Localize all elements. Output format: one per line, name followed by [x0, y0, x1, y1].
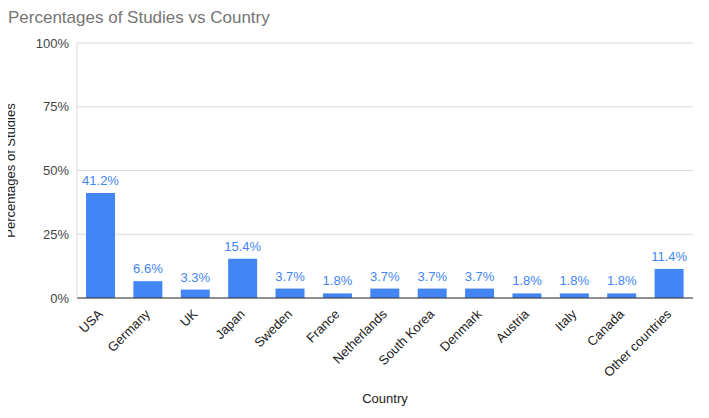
svg-text:11.4%: 11.4% — [651, 249, 687, 264]
svg-text:Other countries: Other countries — [601, 306, 675, 380]
svg-text:Japan: Japan — [212, 306, 248, 342]
svg-text:Canada: Canada — [584, 306, 627, 349]
svg-text:6.6%: 6.6% — [133, 261, 163, 276]
svg-text:41.2%: 41.2% — [82, 173, 119, 188]
svg-text:Sweden: Sweden — [251, 306, 295, 350]
svg-text:3.7%: 3.7% — [465, 269, 495, 284]
svg-text:3.7%: 3.7% — [417, 269, 447, 284]
svg-text:Italy: Italy — [552, 306, 580, 334]
svg-text:UK: UK — [177, 306, 201, 330]
svg-text:1.8%: 1.8% — [560, 273, 590, 288]
svg-text:Germany: Germany — [105, 306, 154, 355]
svg-text:0%: 0% — [50, 291, 69, 306]
svg-text:Netherlands: Netherlands — [329, 306, 390, 367]
svg-text:3.7%: 3.7% — [275, 269, 305, 284]
svg-text:Austria: Austria — [493, 306, 533, 346]
svg-text:Country: Country — [362, 391, 408, 406]
svg-text:1.8%: 1.8% — [512, 273, 542, 288]
svg-text:Percentages of Studies: Percentages of Studies — [8, 103, 18, 238]
svg-text:3.3%: 3.3% — [180, 270, 210, 285]
svg-text:1.8%: 1.8% — [323, 273, 353, 288]
svg-text:15.4%: 15.4% — [224, 239, 261, 254]
svg-text:25%: 25% — [43, 227, 69, 242]
html-text:Percentages of Studies vs Coun: Percentages of Studies vs Country — [8, 8, 270, 27]
svg-text:1.8%: 1.8% — [607, 273, 637, 288]
svg-text:France: France — [303, 306, 342, 345]
svg-text:3.7%: 3.7% — [370, 269, 400, 284]
svg-text:South Korea: South Korea — [376, 306, 438, 368]
svg-text:Denmark: Denmark — [437, 306, 485, 354]
svg-text:75%: 75% — [43, 99, 69, 114]
svg-text:100%: 100% — [36, 36, 70, 51]
svg-text:USA: USA — [76, 306, 106, 336]
svg-text:50%: 50% — [43, 163, 69, 178]
